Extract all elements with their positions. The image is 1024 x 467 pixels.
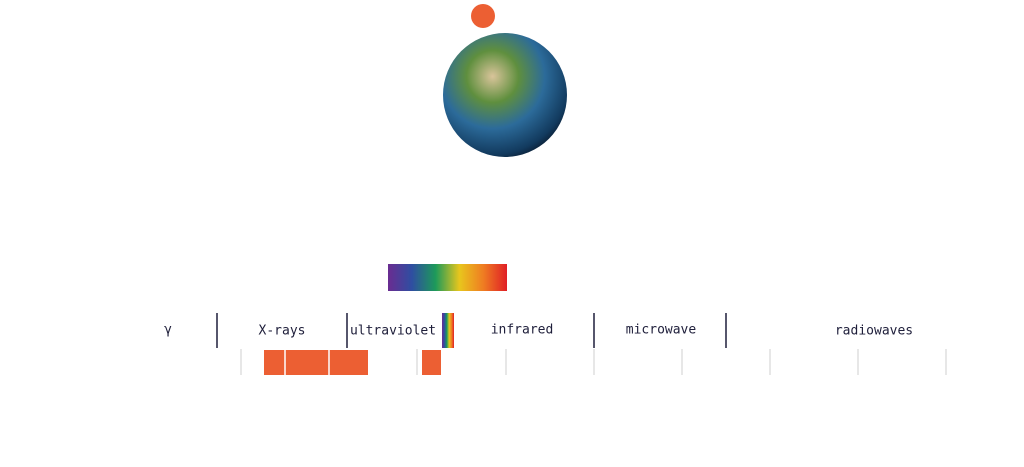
band-label: X-rays bbox=[259, 324, 306, 339]
scale-ticks bbox=[240, 349, 947, 375]
band-label: ultraviolet bbox=[350, 324, 436, 339]
earth bbox=[443, 33, 567, 157]
band-label: microwave bbox=[626, 323, 697, 338]
band-label: radiowaves bbox=[835, 324, 913, 339]
highlight-blocks bbox=[264, 350, 441, 375]
band-dividers bbox=[216, 313, 727, 348]
band-label: γ bbox=[164, 323, 172, 338]
visible-marker bbox=[442, 313, 454, 348]
block-separators bbox=[284, 350, 330, 375]
band-label: infrared bbox=[491, 323, 554, 338]
visible-spectrum bbox=[388, 264, 507, 291]
sun-dot bbox=[471, 4, 495, 28]
